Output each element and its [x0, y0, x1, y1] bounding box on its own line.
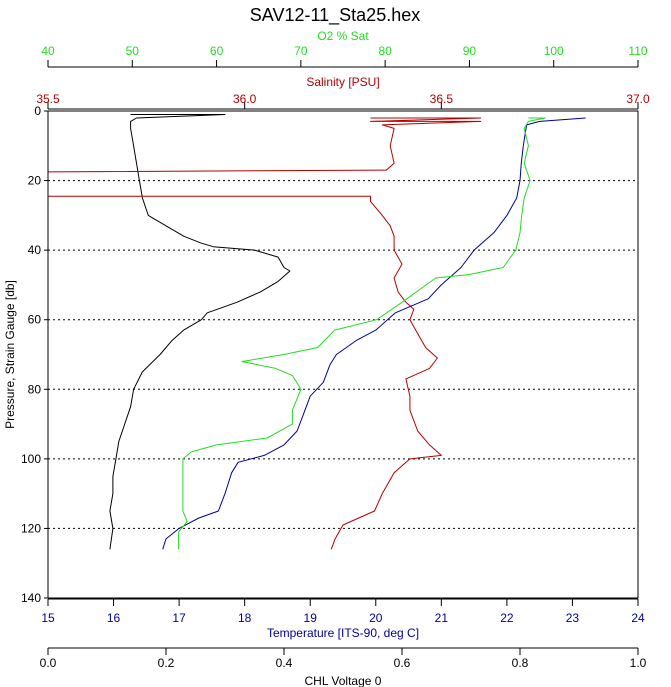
oxygen-series-line [178, 117, 546, 550]
temperature-tick-label: 15 [41, 611, 55, 625]
y-axis-title: Pressure, Strain Gauge [db] [3, 280, 17, 429]
y-tick-label: 60 [28, 313, 42, 327]
salinity-tick-label: 37.0 [626, 92, 650, 106]
y-tick-label: 120 [21, 521, 41, 535]
temperature-tick-label: 22 [500, 611, 514, 625]
axes: 0 20 40 60 80 100 120 140 Pressure, Strain Gauge… [3, 29, 650, 687]
oxygen-axis-title: O2 % Sat [317, 29, 369, 43]
temperature-series-line [162, 117, 586, 550]
chlorophyll-tick-label: 1.0 [630, 656, 647, 670]
salinity-tick-label: 36.0 [233, 92, 257, 106]
chlorophyll-tick-label: 0.0 [40, 656, 57, 670]
temperature-tick-label: 23 [566, 611, 580, 625]
salinity-axis-title: Salinity [PSU] [306, 75, 379, 89]
y-tick-label: 40 [28, 243, 42, 257]
chlorophyll-tick-label: 0.4 [276, 656, 293, 670]
oxygen-tick-label: 100 [544, 44, 564, 58]
oxygen-tick-label: 90 [463, 44, 477, 58]
plot-frame [47, 110, 639, 599]
temperature-tick-label: 20 [369, 611, 383, 625]
temperature-tick-label: 21 [435, 611, 449, 625]
grid-lines [48, 180, 638, 529]
chlorophyll-tick-label: 0.2 [158, 656, 175, 670]
temperature-tick-label: 17 [172, 611, 186, 625]
oxygen-tick-label: 40 [41, 44, 55, 58]
chlorophyll-tick-label: 0.8 [512, 656, 529, 670]
oxygen-tick-label: 70 [294, 44, 308, 58]
temperature-tick-label: 19 [304, 611, 318, 625]
y-tick-label: 100 [21, 452, 41, 466]
y-tick-label: 140 [21, 591, 41, 605]
y-tick-label: 20 [28, 174, 42, 188]
temperature-tick-label: 16 [107, 611, 121, 625]
y-tick-label: 80 [28, 382, 42, 396]
salinity-tick-label: 35.5 [36, 92, 60, 106]
temperature-tick-label: 24 [631, 611, 645, 625]
temperature-axis-title: Temperature [ITS-90, deg C] [267, 626, 419, 640]
chlorophyll-series-line [109, 114, 291, 550]
salinity-tick-label: 36.5 [430, 92, 454, 106]
oxygen-tick-label: 110 [628, 44, 647, 58]
temperature-tick-label: 18 [238, 611, 252, 625]
y-tick-label: 0 [34, 104, 41, 118]
oxygen-tick-label: 60 [210, 44, 224, 58]
salinity-series-line [47, 117, 482, 550]
chlorophyll-tick-label: 0.6 [394, 656, 411, 670]
oxygen-tick-label: 80 [378, 44, 392, 58]
chart-title: SAV12-11_Sta25.hex [250, 5, 420, 26]
oxygen-tick-label: 50 [126, 44, 140, 58]
chlorophyll-axis-title: CHL Voltage 0 [305, 674, 382, 687]
data-series [47, 114, 586, 550]
